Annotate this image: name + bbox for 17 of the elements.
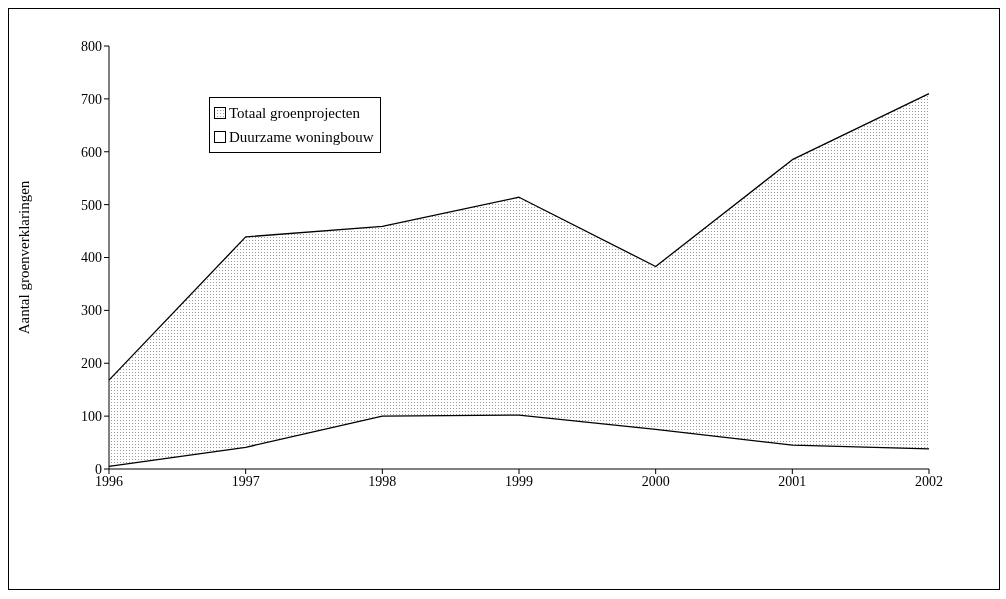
legend-label: Duurzame woningbouw [229,128,374,147]
x-tick-label: 1999 [505,473,533,489]
x-tick-label: 1997 [231,473,260,489]
y-tick-label: 400 [81,250,102,266]
y-tick-label: 100 [81,409,102,425]
legend-label: Totaal groenprojecten [229,104,360,123]
y-tick-label: 200 [81,356,102,372]
y-tick-label: 700 [81,91,102,107]
x-tick-label: 2000 [641,473,670,489]
y-tick-label: 500 [81,197,102,213]
x-tick-label: 2001 [778,473,807,489]
x-tick-label: 2002 [915,473,943,489]
y-tick-label: 300 [81,303,102,319]
y-tick-label: 600 [81,144,102,160]
x-tick-label: 1998 [368,473,397,489]
y-tick-label: 800 [81,38,102,54]
y-axis-title: Aantal groenverklaringen [16,180,33,335]
